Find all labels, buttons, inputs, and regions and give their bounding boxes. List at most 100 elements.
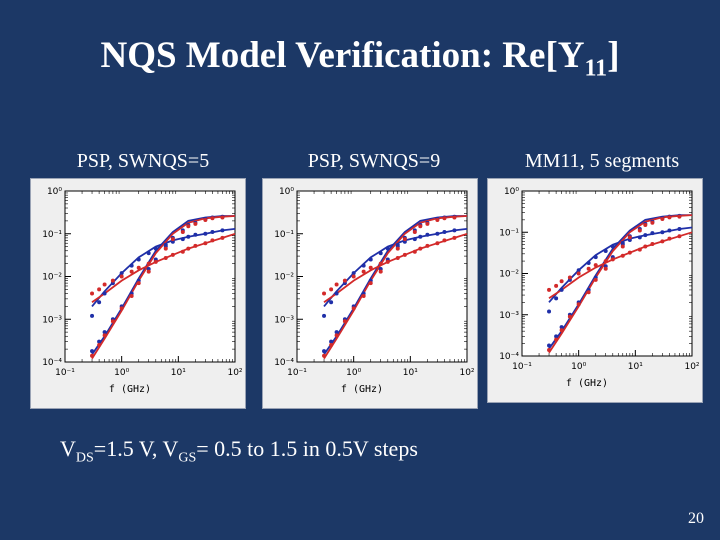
data-point-red — [186, 224, 191, 229]
data-point-red — [385, 259, 390, 264]
data-point-red — [452, 235, 457, 240]
data-point-red — [425, 221, 430, 226]
data-point-blue — [650, 231, 655, 236]
y-tick-label: 10⁻² — [274, 273, 294, 283]
data-point-blue — [361, 263, 366, 268]
data-point-red — [667, 215, 672, 220]
title-bracket: ] — [607, 35, 620, 76]
data-point-blue — [351, 271, 356, 276]
data-point-blue — [547, 309, 552, 314]
data-point-red — [136, 281, 141, 286]
data-point-red — [322, 353, 327, 358]
data-point-blue — [677, 226, 682, 231]
data-point-blue — [220, 228, 225, 233]
data-point-blue — [643, 233, 648, 238]
data-point-red — [418, 246, 423, 251]
data-point-red — [220, 215, 225, 220]
data-point-red — [351, 306, 356, 311]
data-point-red — [576, 302, 581, 307]
data-point-red — [170, 252, 175, 257]
data-point-red — [442, 216, 447, 221]
data-point-red — [210, 238, 215, 243]
data-point-red — [361, 269, 366, 274]
y-tick-label: 10⁰ — [504, 187, 519, 197]
data-point-red — [660, 216, 665, 221]
data-point-red — [637, 228, 642, 233]
data-point-red — [334, 333, 339, 338]
data-point-red — [193, 221, 198, 226]
data-point-blue — [334, 291, 339, 296]
data-point-red — [368, 281, 373, 286]
data-point-blue — [559, 325, 564, 330]
caption-part: V — [60, 436, 76, 461]
slide-title: NQS Model Verification: Re[Y11] — [0, 34, 720, 82]
x-tick-label: 10⁻¹ — [512, 362, 532, 372]
data-point-red — [586, 266, 591, 271]
data-point-red — [163, 246, 168, 251]
data-point-red — [102, 282, 107, 287]
x-tick-label: 10¹ — [628, 362, 643, 372]
data-point-blue — [210, 229, 215, 234]
data-point-red — [395, 256, 400, 261]
data-point-blue — [667, 228, 672, 233]
data-point-red — [110, 278, 115, 283]
y-tick-label: 10⁻³ — [499, 311, 519, 321]
caption-subscript: DS — [75, 450, 94, 466]
data-point-red — [567, 275, 572, 280]
x-axis-label: f (GHz) — [566, 378, 608, 389]
y-tick-label: 10⁻¹ — [274, 230, 294, 240]
data-point-red — [620, 253, 625, 258]
data-point-blue — [329, 300, 334, 305]
data-point-blue — [435, 231, 440, 236]
title-subscript: 11 — [584, 55, 608, 82]
data-point-red — [402, 252, 407, 257]
data-point-red — [170, 237, 175, 242]
data-point-blue — [102, 291, 107, 296]
data-point-red — [210, 216, 215, 221]
data-point-red — [136, 265, 141, 270]
data-point-red — [637, 247, 642, 252]
data-point-red — [402, 237, 407, 242]
data-point-red — [620, 244, 625, 249]
y-tick-label: 10⁰ — [279, 187, 294, 197]
data-point-blue — [119, 271, 124, 276]
data-point-blue — [547, 343, 552, 348]
x-axis-label: f (GHz) — [341, 384, 383, 395]
data-point-red — [567, 314, 572, 319]
data-point-blue — [193, 232, 198, 237]
data-point-blue — [146, 251, 151, 256]
bias-caption: VDS=1.5 V, VGS= 0.5 to 1.5 in 0.5V steps — [60, 436, 418, 466]
y-tick-label: 10⁻³ — [42, 315, 62, 325]
data-point-red — [547, 347, 552, 352]
data-point-blue — [186, 234, 191, 239]
title-text: NQS Model Verification: Re[Y — [100, 35, 585, 76]
data-point-red — [677, 234, 682, 239]
data-point-red — [361, 293, 366, 298]
data-point-blue — [322, 349, 327, 354]
panel-label-psp5: PSP, SWNQS=5 — [76, 150, 210, 172]
panel-label-psp9: PSP, SWNQS=9 — [307, 150, 441, 172]
data-point-red — [342, 319, 347, 324]
data-point-red — [129, 293, 134, 298]
x-axis-label: f (GHz) — [109, 384, 151, 395]
data-point-blue — [576, 268, 581, 273]
data-point-red — [119, 274, 124, 279]
data-point-red — [435, 241, 440, 246]
data-point-blue — [90, 313, 95, 318]
data-point-blue — [97, 300, 102, 305]
data-point-red — [425, 243, 430, 248]
x-tick-label: 10² — [227, 368, 242, 378]
data-point-blue — [203, 231, 208, 236]
x-tick-label: 10¹ — [171, 368, 186, 378]
data-point-blue — [418, 234, 423, 239]
data-point-red — [180, 249, 185, 254]
data-point-red — [193, 243, 198, 248]
data-point-blue — [412, 237, 417, 242]
data-point-red — [603, 266, 608, 271]
data-point-red — [442, 238, 447, 243]
chart-panel-mm11: 10⁰ 10⁻¹ 10⁻² 10⁻³ 10⁻⁴ 10⁻¹ 10⁰ 10¹ 10² f (GHz) — [487, 178, 703, 403]
data-point-blue — [368, 257, 373, 262]
data-point-blue — [322, 313, 327, 318]
data-point-blue — [610, 244, 615, 249]
data-point-red — [576, 271, 581, 276]
